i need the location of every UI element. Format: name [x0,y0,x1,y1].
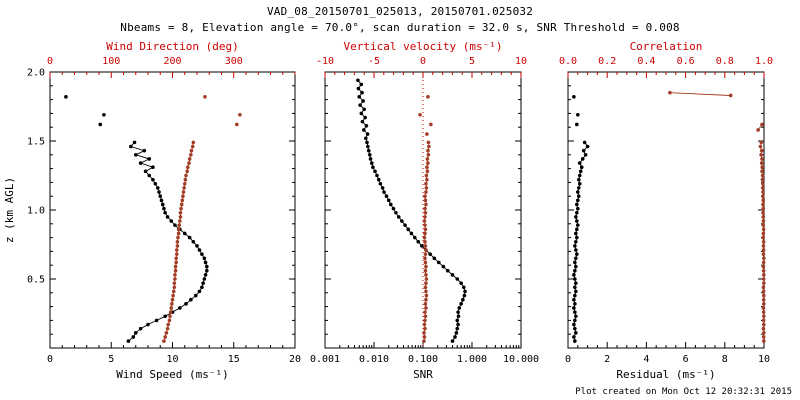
xtick-residual: 0 [565,354,571,365]
xtick-snr: 0.010 [359,354,389,365]
toptick-snr: 10 [515,56,527,67]
series-wind-direction [162,95,242,343]
xtick-residual: 10 [758,354,770,365]
toptick-wind: 0 [47,56,53,67]
toptick-residual: 0.4 [637,56,655,67]
toptick-snr: 5 [469,56,475,67]
toplabel-snr: Vertical velocity (ms⁻¹) [344,40,503,53]
plot-title: VAD_08_20150701_025013, 20150701.025032 [266,5,534,18]
xtick-residual: 8 [722,354,728,365]
panel-frame-residual [567,71,765,349]
toplabel-residual: Correlation [630,40,703,53]
ytick: 1.5 [27,137,45,148]
panel-residual: 0 2 4 6 8 10 Residual (ms⁻¹) 0.0 0.2 0.4 0.6 0.8 1.0… [559,40,773,381]
xlabel-snr: SNR [413,368,433,381]
xtick-wind: 0 [47,354,53,365]
toptick-wind: 300 [225,56,243,67]
toptick-snr: -5 [368,56,380,67]
toptick-wind: 200 [163,56,181,67]
xlabel-wind: Wind Speed (ms⁻¹) [116,368,229,381]
xtick-residual: 6 [683,354,689,365]
xtick-wind: 5 [108,354,114,365]
toplabel-wind: Wind Direction (deg) [106,40,238,53]
plot-credit: Plot created on Mon Oct 12 20:32:31 2015 [575,387,792,397]
ylabel: z (km AGL) [3,177,16,243]
ytick: 2.0 [27,68,45,79]
ytick: 1.0 [27,206,45,217]
plot-subtitle: Nbeams = 8, Elevation angle = 70.0°, sca… [120,21,680,34]
xlabel-residual: Residual (ms⁻¹) [616,368,715,381]
xtick-wind: 10 [166,354,178,365]
xtick-snr: 1.000 [457,354,487,365]
toptick-residual: 0.0 [559,56,577,67]
series-residual-profile [572,95,589,343]
panel-frame-wind [49,71,296,349]
toptick-residual: 0.2 [598,56,616,67]
xtick-snr: 0.001 [310,354,340,365]
toptick-snr: 0 [420,56,426,67]
ytick: 0.5 [27,275,45,286]
xtick-snr: 0.100 [408,354,438,365]
toptick-residual: 0.8 [716,56,734,67]
toptick-residual: 1.0 [755,56,773,67]
toptick-residual: 0.6 [677,56,695,67]
panel-frame-snr [324,71,522,349]
xtick-snr: 10.000 [503,354,539,365]
series-wind-speed [64,95,208,343]
xtick-residual: 2 [604,354,610,365]
xtick-wind: 15 [228,354,240,365]
series-correlation [668,90,766,343]
xtick-wind: 20 [289,354,301,365]
series-vertical-velocity [418,95,433,343]
xtick-residual: 4 [643,354,649,365]
toptick-wind: 100 [102,56,120,67]
panel-snr: 0.001 0.010 0.100 1.000 10.000 SNR -10 -5 0 5 10 Ve… [310,40,539,381]
series-snr-profile [356,78,467,343]
toptick-snr: -10 [316,56,334,67]
panel-wind: 0 5 10 15 20 Wind Speed (ms⁻¹) 0 100 200 300 Wind … [27,40,301,381]
